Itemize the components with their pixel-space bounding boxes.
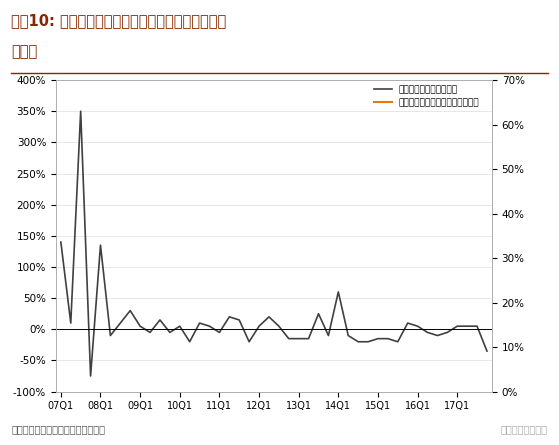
筹资净现金流同比（左） [385,336,391,341]
筹资净现金流同比（左） [167,330,173,335]
筹资净现金流同比（左） [157,317,163,323]
筹资净现金流同比（左） [364,339,371,344]
筹资净现金流同比（左） [68,320,74,326]
筹资净现金流同比（左） [444,330,451,335]
筹资净现金流同比（左） [464,324,471,329]
筹资净现金流同比（左） [107,333,114,338]
筹资净现金流同比（左） [404,320,411,326]
筹资净现金流同比（左） [335,289,342,295]
筹资净现金流同比（左） [226,314,233,320]
筹资净现金流同比（左） [454,324,461,329]
筹资净现金流同比（左） [255,324,262,329]
筹资净现金流同比（左） [315,311,322,316]
Line: 筹资净现金流同比（左）: 筹资净现金流同比（左） [61,111,487,376]
筹资净现金流同比（左） [177,324,183,329]
筹资净现金流同比（左） [137,324,144,329]
筹资净现金流同比（左） [196,320,203,326]
筹资净现金流同比（左） [216,330,223,335]
筹资净现金流同比（左） [58,239,64,245]
筹资净现金流同比（左） [345,333,352,338]
筹资净现金流同比（左） [305,336,312,341]
筹资净现金流同比（左） [424,330,431,335]
Text: 图表10: 筹资现金流同比走势及对自由现金流缺口覆: 图表10: 筹资现金流同比走势及对自由现金流缺口覆 [11,13,226,28]
Text: 资料来源：财汇资讯，中金公司研究: 资料来源：财汇资讯，中金公司研究 [11,424,105,434]
筹资净现金流同比（左） [276,324,282,329]
筹资净现金流同比（左） [375,336,381,341]
筹资净现金流同比（左） [286,336,292,341]
筹资净现金流同比（左） [325,333,332,338]
筹资净现金流同比（左） [355,339,362,344]
筹资净现金流同比（左） [414,324,421,329]
Legend: 筹资净现金流同比（左）, 筹资净现金流同比下降占比（右）: 筹资净现金流同比（左）, 筹资净现金流同比下降占比（右） [370,81,483,111]
筹资净现金流同比（左） [206,324,213,329]
筹资净现金流同比（左） [146,330,153,335]
筹资净现金流同比（左） [87,373,94,379]
筹资净现金流同比（左） [77,109,84,114]
筹资净现金流同比（左） [484,348,490,354]
筹资净现金流同比（左） [127,308,134,313]
筹资净现金流同比（左） [295,336,302,341]
筹资净现金流同比（左） [186,339,193,344]
筹资净现金流同比（左） [117,320,124,326]
筹资净现金流同比（左） [395,339,401,344]
Text: 中金固定收益研究: 中金固定收益研究 [501,424,548,434]
筹资净现金流同比（左） [473,324,480,329]
筹资净现金流同比（左） [246,339,253,344]
筹资净现金流同比（左） [236,317,243,323]
筹资净现金流同比（左） [97,243,104,248]
筹资净现金流同比（左） [266,314,272,320]
Text: 盖倍数: 盖倍数 [11,44,37,60]
筹资净现金流同比（左） [434,333,441,338]
